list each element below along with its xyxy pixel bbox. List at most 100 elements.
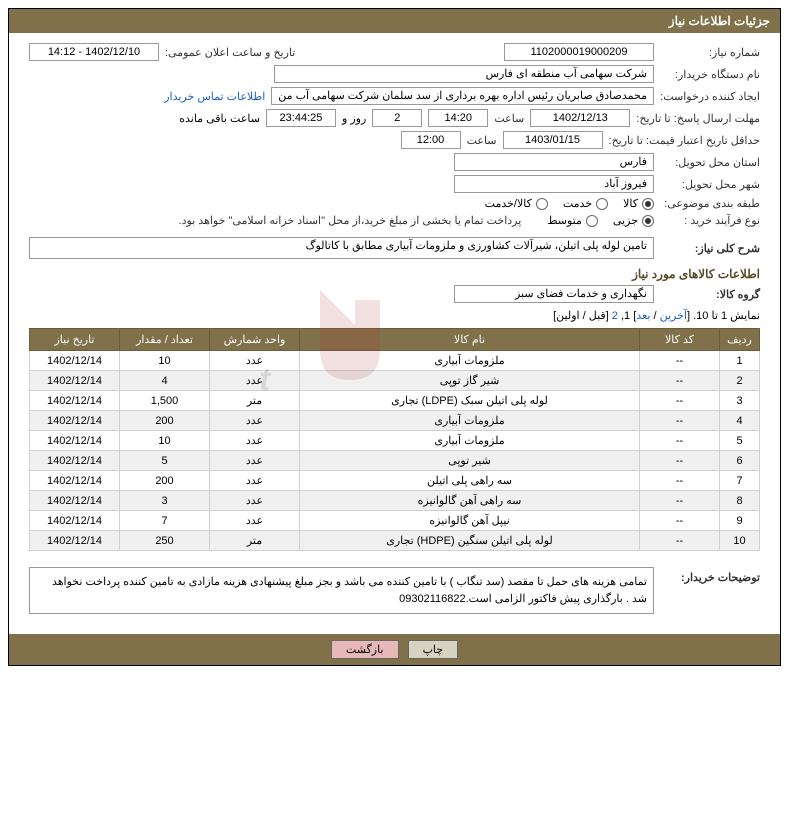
process-note: پرداخت تمام یا بخشی از مبلغ خرید،از محل … <box>179 214 522 227</box>
creator-field: محمدصادق صابریان رئیس اداره بهره برداری … <box>271 87 654 105</box>
category-radios: کالا خدمت کالا/خدمت <box>485 197 654 210</box>
table-cell: عدد <box>210 351 300 371</box>
table-cell: -- <box>640 371 720 391</box>
table-cell: -- <box>640 531 720 551</box>
table-cell: 1402/12/14 <box>30 431 120 451</box>
table-cell: متر <box>210 391 300 411</box>
panel-header: جزئیات اطلاعات نیاز <box>9 9 780 33</box>
province-label: استان محل تحویل: <box>660 156 760 169</box>
table-cell: ملزومات آبیاری <box>300 411 640 431</box>
table-row: 5--ملزومات آبیاریعدد101402/12/14 <box>30 431 760 451</box>
table-cell: 1,500 <box>120 391 210 411</box>
radio-service[interactable] <box>596 198 608 210</box>
table-cell: شیر گاز توپی <box>300 371 640 391</box>
buyer-label: نام دستگاه خریدار: <box>660 68 760 81</box>
table-cell: 1402/12/14 <box>30 491 120 511</box>
table-cell: -- <box>640 451 720 471</box>
group-field: نگهداری و خدمات فضای سبز <box>454 285 654 303</box>
table-cell: سه راهی آهن گالوانیزه <box>300 491 640 511</box>
buyer-notes-label: توضیحات خریدار: <box>660 561 760 584</box>
deadline-time: 14:20 <box>428 109 488 127</box>
table-cell: لوله پلی اتیلن سبک (LDPE) تجاری <box>300 391 640 411</box>
table-cell: -- <box>640 351 720 371</box>
table-cell: عدد <box>210 451 300 471</box>
table-cell: 1402/12/14 <box>30 371 120 391</box>
radio-goods[interactable] <box>642 198 654 210</box>
table-cell: 200 <box>120 411 210 431</box>
panel-title: جزئیات اطلاعات نیاز <box>669 14 770 28</box>
pagination: نمایش 1 تا 10. [آخرین / بعد] 1, 2 [قبل /… <box>29 309 760 322</box>
table-cell: -- <box>640 431 720 451</box>
table-cell: ملزومات آبیاری <box>300 351 640 371</box>
pg-next-link[interactable]: بعد <box>636 310 650 322</box>
table-cell: 5 <box>120 451 210 471</box>
table-row: 3--لوله پلی اتیلن سبک (LDPE) تجاریمتر1,5… <box>30 391 760 411</box>
back-button[interactable]: بازگشت <box>331 640 399 659</box>
table-cell: -- <box>640 411 720 431</box>
province-field: فارس <box>454 153 654 171</box>
remain-suffix: ساعت باقی مانده <box>179 112 260 125</box>
table-cell: عدد <box>210 471 300 491</box>
table-header: ردیف <box>720 329 760 351</box>
goods-table: ردیفکد کالانام کالاواحد شمارشتعداد / مقد… <box>29 328 760 551</box>
table-cell: 7 <box>720 471 760 491</box>
table-cell: 1402/12/14 <box>30 391 120 411</box>
print-button[interactable]: چاپ <box>408 640 459 659</box>
goods-info-title: اطلاعات کالاهای مورد نیاز <box>29 267 760 281</box>
table-cell: 3 <box>120 491 210 511</box>
table-cell: 200 <box>120 471 210 491</box>
remain-days: 2 <box>372 109 422 127</box>
table-row: 2--شیر گاز توپیعدد41402/12/14 <box>30 371 760 391</box>
table-cell: لوله پلی اتیلن سنگین (HDPE) تجاری <box>300 531 640 551</box>
process-radios: جزیی متوسط <box>547 214 654 227</box>
table-header: تاریخ نیاز <box>30 329 120 351</box>
buyer-notes-box: تمامی هزینه های حمل تا مقصد (سد تنگاب ) … <box>29 567 654 614</box>
buyer-field: شرکت سهامی آب منطقه ای فارس <box>274 65 654 83</box>
table-cell: 6 <box>720 451 760 471</box>
table-row: 4--ملزومات آبیاریعدد2001402/12/14 <box>30 411 760 431</box>
table-cell: 1402/12/14 <box>30 411 120 431</box>
radio-partial[interactable] <box>642 215 654 227</box>
main-panel: جزئیات اطلاعات نیاز شماره نیاز: 11020000… <box>8 8 781 666</box>
table-cell: 10 <box>120 431 210 451</box>
table-cell: ملزومات آبیاری <box>300 431 640 451</box>
table-cell: 1402/12/14 <box>30 511 120 531</box>
table-row: 9--نیپل آهن گالوانیزهعدد71402/12/14 <box>30 511 760 531</box>
table-cell: 7 <box>120 511 210 531</box>
need-no-field: 1102000019000209 <box>504 43 654 61</box>
table-cell: 2 <box>720 371 760 391</box>
table-cell: عدد <box>210 371 300 391</box>
pg-last-link[interactable]: آخرین <box>660 310 687 322</box>
table-cell: 10 <box>120 351 210 371</box>
table-cell: 4 <box>120 371 210 391</box>
table-cell: -- <box>640 391 720 411</box>
table-cell: 1 <box>720 351 760 371</box>
radio-medium[interactable] <box>586 215 598 227</box>
table-cell: سه راهی پلی اتیلن <box>300 471 640 491</box>
table-cell: 250 <box>120 531 210 551</box>
table-cell: نیپل آهن گالوانیزه <box>300 511 640 531</box>
process-label: نوع فرآیند خرید : <box>660 214 760 227</box>
table-cell: 3 <box>720 391 760 411</box>
deadline-date: 1402/12/13 <box>530 109 630 127</box>
table-cell: -- <box>640 471 720 491</box>
valid-date: 1403/01/15 <box>503 131 603 149</box>
table-header: کد کالا <box>640 329 720 351</box>
contact-link[interactable]: اطلاعات تماس خریدار <box>164 90 265 103</box>
deadline-label: مهلت ارسال پاسخ: تا تاریخ: <box>636 112 760 125</box>
table-cell: عدد <box>210 511 300 531</box>
day-and-label: روز و <box>342 112 366 125</box>
radio-both[interactable] <box>536 198 548 210</box>
table-cell: 1402/12/14 <box>30 451 120 471</box>
desc-field: تامین لوله پلی اتیلن، شیرآلات کشاورزی و … <box>29 237 654 259</box>
table-row: 7--سه راهی پلی اتیلنعدد2001402/12/14 <box>30 471 760 491</box>
table-cell: 9 <box>720 511 760 531</box>
table-header: تعداد / مقدار <box>120 329 210 351</box>
table-cell: 4 <box>720 411 760 431</box>
table-cell: 8 <box>720 491 760 511</box>
table-cell: عدد <box>210 411 300 431</box>
table-row: 8--سه راهی آهن گالوانیزهعدد31402/12/14 <box>30 491 760 511</box>
table-cell: شیر توپی <box>300 451 640 471</box>
panel-content: شماره نیاز: 1102000019000209 تاریخ و ساع… <box>9 33 780 634</box>
remain-time: 23:44:25 <box>266 109 336 127</box>
